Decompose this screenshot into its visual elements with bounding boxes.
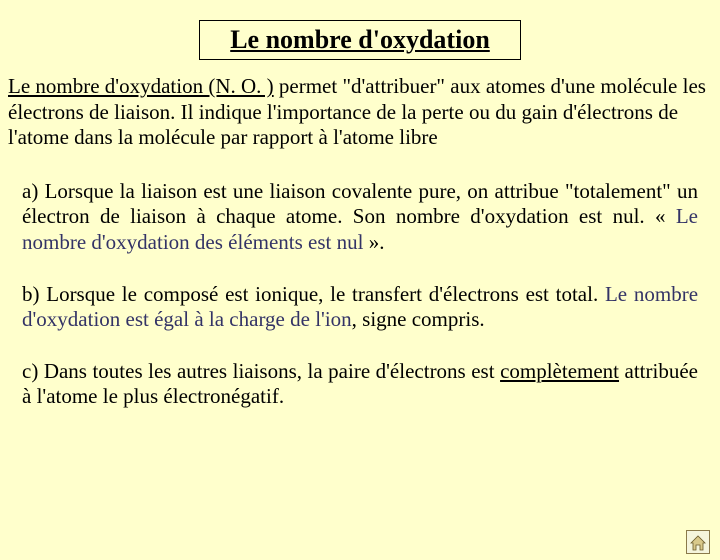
home-icon[interactable] bbox=[686, 530, 710, 554]
item-c-underlined: complètement bbox=[500, 359, 619, 383]
intro-lead: Le nombre d'oxydation (N. O. ) bbox=[8, 74, 274, 98]
item-a-post: ». bbox=[363, 230, 384, 254]
intro-paragraph: Le nombre d'oxydation (N. O. ) permet "d… bbox=[0, 74, 720, 151]
item-c-pre: c) Dans toutes les autres liaisons, la p… bbox=[22, 359, 500, 383]
item-a: a) Lorsque la liaison est une liaison co… bbox=[22, 179, 698, 256]
item-b-pre: b) Lorsque le composé est ionique, le tr… bbox=[22, 282, 605, 306]
item-b: b) Lorsque le composé est ionique, le tr… bbox=[22, 282, 698, 333]
items-list: a) Lorsque la liaison est une liaison co… bbox=[0, 179, 720, 410]
item-b-post: , signe compris. bbox=[352, 307, 485, 331]
page-title: Le nombre d'oxydation bbox=[230, 25, 490, 54]
title-box: Le nombre d'oxydation bbox=[199, 20, 521, 60]
item-c: c) Dans toutes les autres liaisons, la p… bbox=[22, 359, 698, 410]
item-a-pre: a) Lorsque la liaison est une liaison co… bbox=[22, 179, 698, 229]
